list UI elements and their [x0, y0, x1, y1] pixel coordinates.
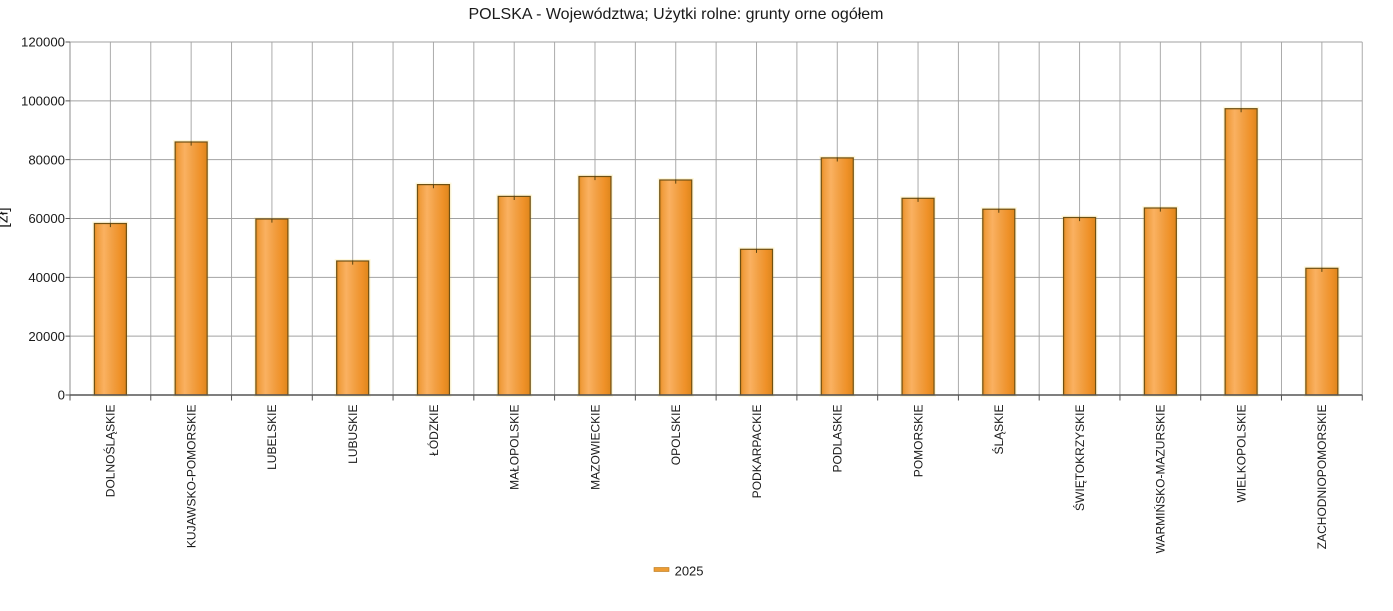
svg-text:[zł]: [zł] [0, 207, 12, 227]
svg-text:20000: 20000 [28, 329, 65, 344]
svg-text:DOLNOŚLĄSKIE: DOLNOŚLĄSKIE [103, 405, 118, 498]
svg-text:ŚWIĘTOKRZYSKIE: ŚWIĘTOKRZYSKIE [1072, 405, 1087, 511]
svg-text:60000: 60000 [28, 211, 65, 226]
svg-text:120000: 120000 [21, 35, 65, 50]
svg-text:MAŁOPOLSKIE: MAŁOPOLSKIE [508, 405, 522, 490]
svg-text:WARMIŃSKO-MAZURSKIE: WARMIŃSKO-MAZURSKIE [1153, 405, 1168, 554]
svg-text:POLSKA - Województwa; Użytki r: POLSKA - Województwa; Użytki rolne: grun… [469, 6, 884, 23]
svg-text:40000: 40000 [28, 270, 65, 285]
svg-text:LUBUSKIE: LUBUSKIE [346, 405, 360, 464]
svg-text:PODLASKIE: PODLASKIE [831, 405, 845, 473]
svg-text:LUBELSKIE: LUBELSKIE [265, 405, 279, 470]
svg-text:ZACHODNIOPOMORSKIE: ZACHODNIOPOMORSKIE [1315, 405, 1329, 550]
svg-text:KUJAWSKO-POMORSKIE: KUJAWSKO-POMORSKIE [184, 405, 198, 549]
svg-text:POMORSKIE: POMORSKIE [911, 405, 925, 478]
svg-text:ŚLĄSKIE: ŚLĄSKIE [991, 405, 1006, 455]
svg-text:ŁÓDZKIE: ŁÓDZKIE [426, 405, 441, 456]
svg-text:PODKARPACKIE: PODKARPACKIE [750, 405, 764, 499]
svg-text:0: 0 [58, 388, 65, 403]
svg-text:100000: 100000 [21, 94, 65, 109]
svg-text:MAZOWIECKIE: MAZOWIECKIE [588, 405, 602, 490]
svg-text:OPOLSKIE: OPOLSKIE [669, 405, 683, 466]
svg-text:WIELKOPOLSKIE: WIELKOPOLSKIE [1234, 405, 1248, 503]
svg-text:2025: 2025 [675, 563, 704, 578]
svg-text:80000: 80000 [28, 152, 65, 167]
